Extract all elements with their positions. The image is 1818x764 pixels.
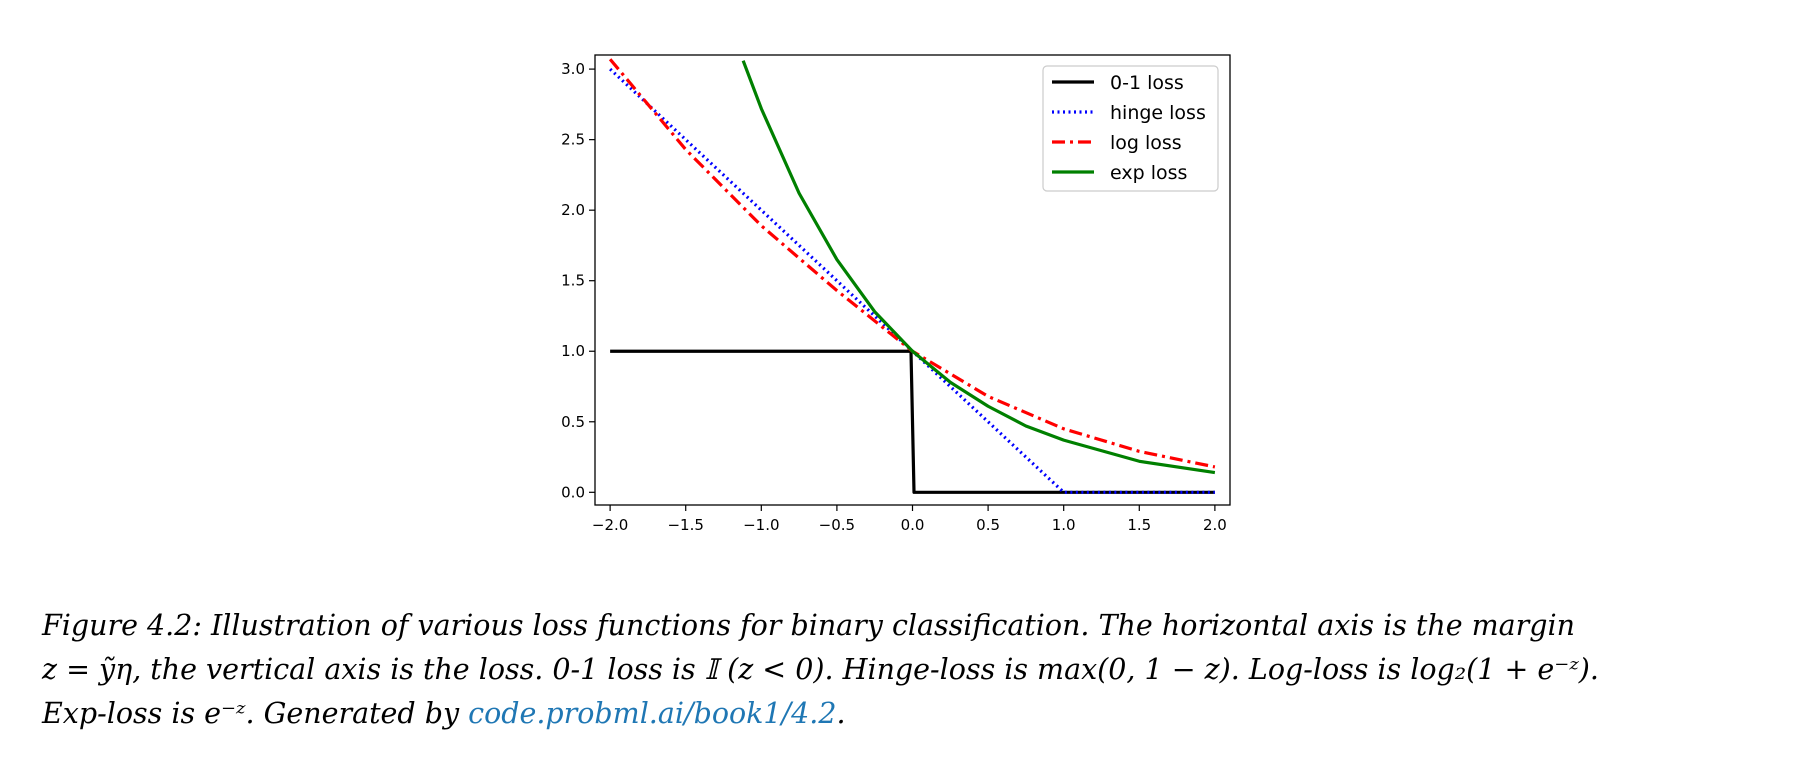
y-tick-label: 3.0 [561,60,585,78]
y-tick-label: 1.0 [561,342,585,360]
legend-label-0-1-loss: 0-1 loss [1110,72,1184,94]
y-axis-ticks: 0.0 0.5 1.0 1.5 2.0 2.5 3.0 [561,60,595,501]
caption-line-3-suffix: . [836,697,846,730]
x-tick-label: −2.0 [592,516,628,534]
x-tick-label: 1.0 [1052,516,1076,534]
x-tick-label: 0.5 [976,516,1000,534]
legend-label-hinge-loss: hinge loss [1110,102,1206,124]
caption-line-2: z = ỹη, the vertical axis is the loss. 0… [42,653,1599,686]
series-0-1-loss [610,349,1215,494]
x-tick-label: −1.0 [743,516,779,534]
x-tick-label: −0.5 [819,516,855,534]
series-layer [608,58,1216,494]
y-tick-label: 2.0 [561,201,585,219]
x-tick-label: 0.0 [901,516,925,534]
legend-label-log-loss: log loss [1110,132,1182,154]
loss-functions-chart: −2.0 −1.5 −1.0 −0.5 0.0 0.5 1.0 1.5 2.0 0.0 0.5 1.… [561,54,1231,534]
x-axis-ticks: −2.0 −1.5 −1.0 −0.5 0.0 0.5 1.0 1.5 2.0 [592,505,1227,534]
x-tick-label: −1.5 [667,516,703,534]
legend: 0-1 loss hinge loss log loss exp loss [1042,65,1219,192]
y-tick-label: 1.5 [561,272,585,290]
caption-line-1: Figure 4.2: Illustration of various loss… [42,609,1575,642]
caption-link[interactable]: code.probml.ai/book1/4.2 [468,697,837,730]
y-tick-label: 2.5 [561,131,585,149]
figure-caption: Figure 4.2: Illustration of various loss… [42,604,1802,736]
y-tick-label: 0.5 [561,413,585,431]
series-exp-loss [741,60,1216,475]
x-tick-label: 2.0 [1203,516,1227,534]
legend-label-exp-loss: exp loss [1110,162,1187,184]
legend-frame [1042,65,1219,192]
y-tick-label: 0.0 [561,483,585,501]
x-tick-label: 1.5 [1127,516,1151,534]
caption-line-3-prefix: Exp-loss is e⁻ᶻ. Generated by [42,697,469,730]
